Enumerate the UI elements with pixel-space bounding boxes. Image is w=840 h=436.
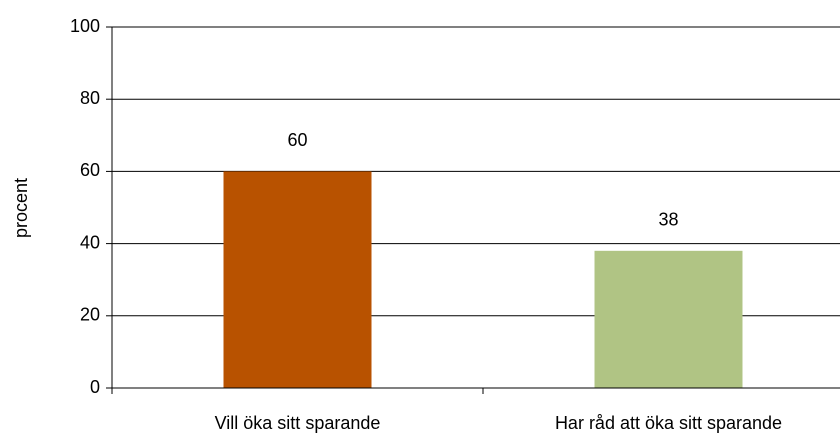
bar <box>223 171 372 388</box>
y-tick-label: 100 <box>70 16 100 36</box>
y-tick-label: 0 <box>90 377 100 397</box>
y-tick-label: 20 <box>80 305 100 325</box>
y-tick-label: 80 <box>80 88 100 108</box>
y-tick-label: 40 <box>80 232 100 252</box>
data-label: 38 <box>658 210 678 230</box>
bar <box>594 250 743 388</box>
y-tick-label: 60 <box>80 160 100 180</box>
data-label: 60 <box>287 130 307 150</box>
x-tick-label: Vill öka sitt sparande <box>215 413 381 433</box>
y-axis-label: procent <box>11 178 31 238</box>
x-tick-label: Har råd att öka sitt sparande <box>555 413 782 433</box>
